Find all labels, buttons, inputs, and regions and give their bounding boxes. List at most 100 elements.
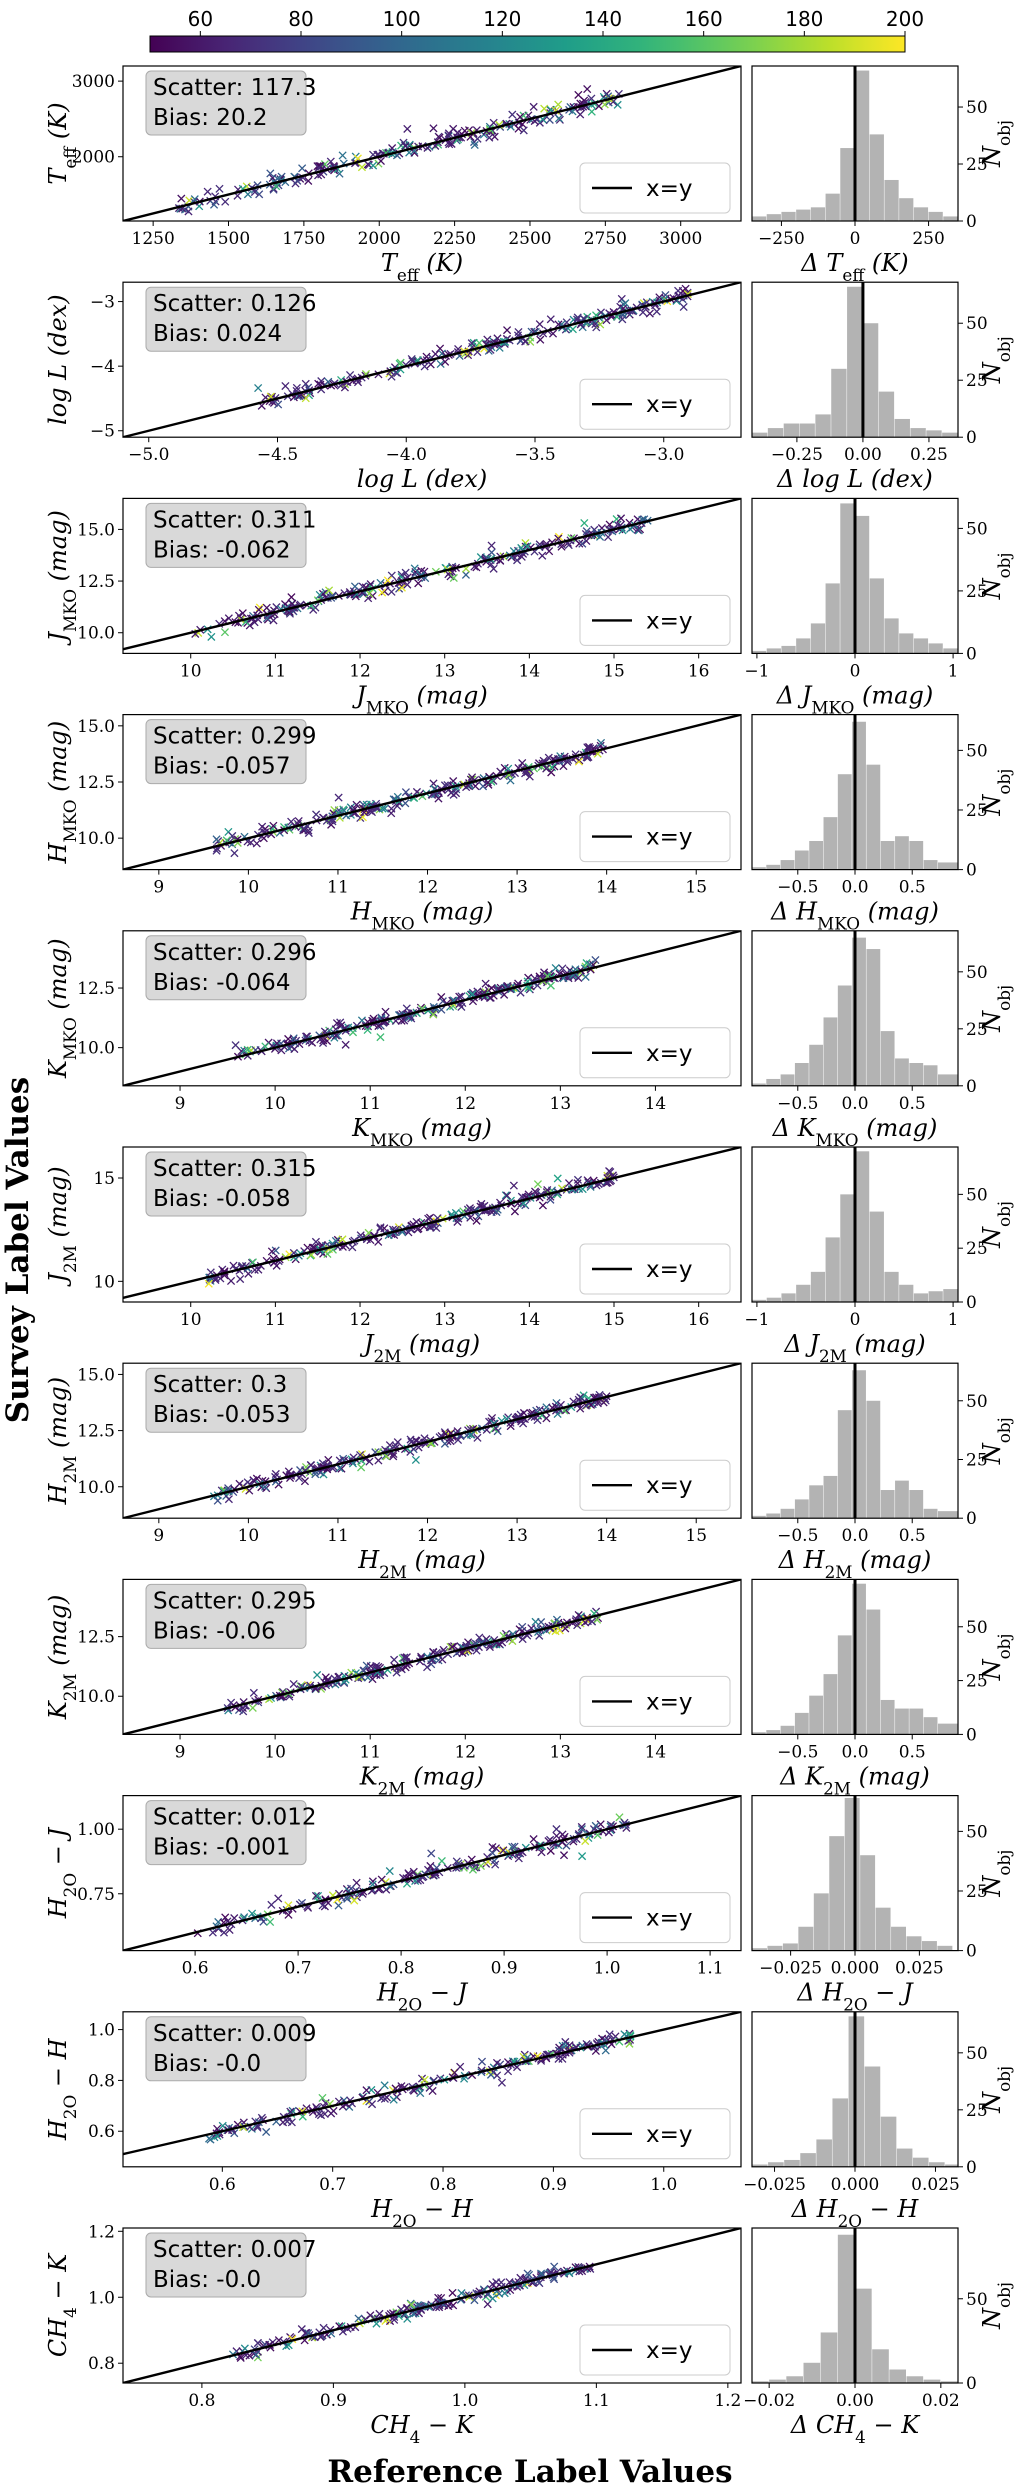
hist-bar (895, 1058, 909, 1086)
hist-bar (752, 1299, 767, 1302)
scatter-point (537, 2269, 546, 2278)
scatter-point (374, 1237, 383, 1246)
x-tick-label: 11 (327, 1526, 349, 1546)
scatter-point (314, 2109, 324, 2119)
x-tick-label: 1.0 (594, 1959, 621, 1979)
hist-bar (891, 1926, 906, 1951)
stats-box-bg (145, 1367, 307, 1433)
scatter-point (407, 2300, 416, 2309)
scatter-point (473, 134, 482, 143)
scatter-point (367, 2100, 377, 2109)
x-axis-label: HMKO (mag) (350, 898, 494, 934)
scatter-point (225, 1925, 234, 1935)
scatter-point (212, 835, 221, 844)
hist-bar (752, 2164, 768, 2167)
scatter-point (427, 1849, 436, 1858)
legend-label: x=y (646, 1689, 693, 1715)
hist-bar (831, 368, 847, 438)
hist-y-tick-label: 0 (966, 861, 977, 881)
hist-y-tick-label: 50 (966, 1392, 988, 1412)
scatter-point (269, 821, 278, 830)
hist-bar (899, 633, 914, 654)
scatter-point (335, 1464, 344, 1473)
hist-bar (752, 1948, 767, 1951)
scatter-point (388, 144, 397, 153)
hist-bar (878, 391, 895, 438)
x-tick-label: 11 (327, 878, 349, 898)
scatter-point (331, 1236, 340, 1245)
scatter-point (319, 1036, 328, 1045)
scatter-point (481, 979, 490, 988)
scatter-point (320, 160, 329, 169)
x-tick-label: 1.0 (451, 2391, 478, 2411)
y-tick-label: −4 (90, 357, 115, 377)
scatter-point (449, 573, 458, 583)
hist-x-tick-label: −250 (758, 229, 805, 249)
x-tick-label: 11 (359, 1094, 381, 1114)
x-tick-label: 15 (603, 1310, 625, 1330)
scatter-point (304, 176, 313, 185)
scatter-point (238, 609, 247, 618)
hist-bar (752, 1515, 766, 1519)
scatter-point (274, 1894, 283, 1903)
hist-bar (752, 432, 768, 438)
scatter-value: Scatter: 0.012 (153, 1805, 316, 1831)
hist-y-tick-label: 50 (966, 314, 988, 334)
hist-bar (864, 2066, 881, 2167)
hist-bar (923, 1508, 938, 1519)
bias-value: Bias: -0.06 (153, 1618, 276, 1644)
legend-label: x=y (646, 608, 693, 634)
scatter-point (400, 1653, 409, 1662)
hist-bar (796, 638, 811, 654)
hist-bar (921, 1941, 937, 1951)
scatter-point (252, 1474, 261, 1483)
x-tick-label: 12 (454, 1094, 476, 1114)
scatter-point (287, 2118, 296, 2127)
x-tick-label: 10 (238, 1526, 260, 1546)
hist-x-axis-label: Δ H2O − H (791, 2195, 920, 2231)
hist-h2oh: −0.025 0.000 0.025 0 25 50 Δ H2O − H Nobj (743, 2011, 1014, 2231)
legend-box (579, 1675, 731, 1727)
scatter-point (604, 532, 613, 542)
scatter-point (267, 1900, 276, 1909)
scatter-point (554, 114, 564, 123)
scatter-point (402, 1004, 411, 1013)
scatter-point (420, 2075, 429, 2084)
x-axis-label: H2O − H (370, 2195, 474, 2231)
scatter-point (387, 587, 396, 596)
scatter-point (292, 383, 301, 392)
scatter-point (529, 1835, 538, 1844)
scatter-point (472, 1216, 481, 1225)
hist-bar (837, 1410, 852, 1519)
stats-box: Scatter: 0.007 Bias: -0.0 (145, 2232, 316, 2298)
scatter-point (358, 813, 367, 822)
scatter-point (224, 614, 233, 623)
hist-bar (769, 2379, 786, 2383)
hist-y-tick-label: 25 (966, 582, 988, 602)
hist-bar (767, 428, 784, 438)
scatter-point (591, 320, 600, 329)
scatter-point (434, 2293, 443, 2302)
hist-x-axis-label: Δ CH4 − K (790, 2411, 921, 2447)
bias-value: Bias: 20.2 (153, 105, 268, 131)
scatter-point (521, 337, 530, 346)
scatter-point (403, 124, 412, 133)
scatter-point (469, 338, 478, 347)
scatter-point (249, 1688, 258, 1697)
hist-bar (896, 2148, 913, 2167)
hist-bar (913, 1293, 929, 1302)
hist-bar (844, 1797, 860, 1951)
hist-y-tick-label: 50 (966, 2290, 988, 2310)
hist-x-tick-label: 0.000 (831, 2175, 880, 2195)
scatter-point (281, 381, 290, 391)
scatter-point (577, 1822, 586, 1832)
x-tick-label: 0.6 (182, 1959, 209, 1979)
scatter-point (546, 315, 555, 324)
scatter-value: Scatter: 117.3 (153, 75, 316, 101)
hist-bar (825, 583, 840, 654)
scatter-point (365, 1457, 374, 1466)
y-tick-label: 12.5 (77, 773, 115, 793)
scatter-point (401, 788, 410, 797)
scatter-point (550, 2262, 559, 2271)
y-tick-label: 15.0 (77, 717, 115, 737)
